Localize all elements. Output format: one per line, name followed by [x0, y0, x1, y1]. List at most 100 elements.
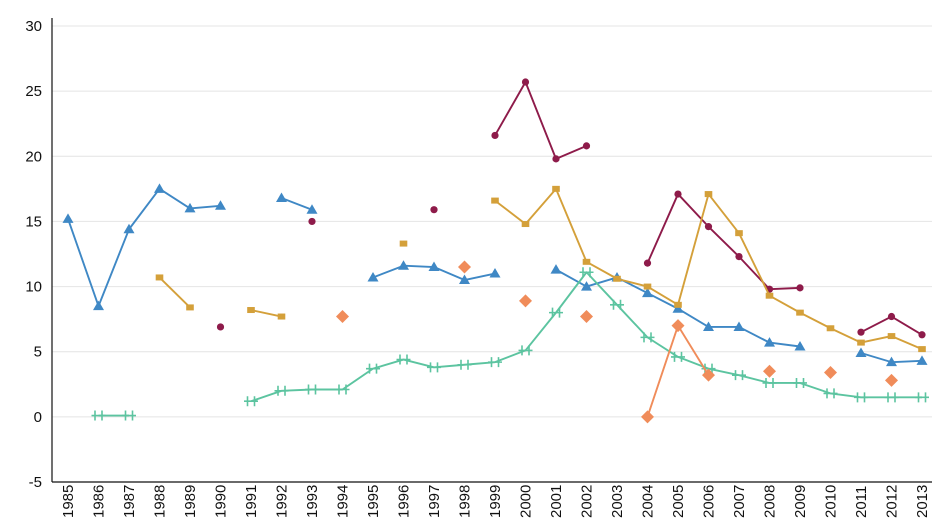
data-point — [430, 206, 438, 214]
data-point — [643, 283, 652, 290]
data-point — [336, 310, 349, 324]
data-point — [674, 190, 682, 198]
data-point — [704, 223, 713, 231]
series-line — [250, 309, 282, 318]
data-point — [857, 328, 865, 336]
data-point — [823, 388, 838, 399]
x-tick-label: 2000 — [518, 485, 535, 518]
data-point — [335, 384, 350, 395]
data-point — [459, 274, 470, 285]
x-tick-label: 2001 — [548, 485, 565, 518]
data-point — [886, 356, 897, 367]
y-tick-label: 10 — [25, 279, 42, 296]
data-point — [184, 202, 196, 213]
data-point — [62, 213, 74, 223]
data-point — [519, 294, 532, 308]
data-point — [247, 307, 255, 314]
y-tick-label: 15 — [25, 213, 42, 230]
data-point — [91, 410, 106, 421]
data-point — [399, 240, 408, 247]
x-tick-label: 2013 — [914, 485, 931, 518]
x-tick-label: 2010 — [823, 485, 840, 518]
data-point — [826, 325, 835, 332]
x-tick-label: 1995 — [365, 485, 382, 518]
x-tick-label: 1996 — [396, 485, 413, 518]
data-point — [916, 355, 928, 365]
data-point — [518, 345, 533, 356]
data-point — [762, 377, 777, 388]
data-point — [915, 392, 929, 403]
x-tick-label: 2005 — [670, 485, 687, 518]
y-tick-label: -5 — [29, 474, 42, 491]
y-tick-label: 0 — [34, 409, 42, 426]
x-tick-label: 1993 — [304, 485, 321, 518]
x-tick-label: 2003 — [609, 485, 626, 518]
data-point — [671, 351, 685, 362]
data-point — [579, 267, 594, 278]
data-point — [704, 191, 713, 198]
data-point — [640, 332, 655, 343]
x-tick-label: 1988 — [152, 485, 169, 518]
data-point — [884, 392, 899, 403]
data-point — [641, 410, 654, 424]
data-point — [154, 183, 165, 193]
x-tick-label: 2004 — [640, 485, 657, 518]
data-point — [824, 366, 837, 380]
data-point — [396, 354, 411, 365]
y-tick-label: 30 — [25, 18, 42, 35]
x-tick-label: 2007 — [731, 485, 748, 518]
data-point — [215, 200, 226, 210]
data-point — [521, 78, 530, 86]
x-tick-label: 2006 — [701, 485, 718, 518]
data-point — [918, 346, 926, 353]
data-point — [186, 304, 194, 311]
series-line — [646, 193, 801, 291]
series-line — [250, 271, 922, 403]
data-point — [671, 319, 685, 333]
data-point — [703, 321, 714, 331]
series-line — [494, 81, 587, 160]
data-point — [643, 259, 652, 267]
y-axis-ticks: -5 0 5 10 15 20 25 30 — [25, 18, 42, 491]
x-tick-label: 1991 — [243, 485, 260, 518]
x-tick-label: 2002 — [579, 485, 596, 518]
x-tick-label: 2011 — [853, 486, 870, 518]
x-tick-label: 1985 — [60, 485, 77, 518]
data-point — [216, 323, 225, 331]
data-point — [613, 275, 621, 282]
data-point — [550, 264, 562, 274]
data-point — [122, 410, 136, 421]
data-point — [672, 303, 684, 313]
data-point — [674, 301, 682, 308]
x-tick-label: 1992 — [274, 485, 291, 518]
data-point — [642, 287, 653, 298]
series-line — [158, 276, 191, 309]
data-point — [552, 155, 560, 163]
data-point — [367, 271, 379, 282]
series-2 — [62, 183, 928, 367]
data-point — [763, 364, 776, 378]
data-point — [489, 268, 501, 278]
data-point — [308, 217, 316, 226]
x-axis-ticks: 1985 1986 1987 1988 1989 1990 1991 1992 1993 1994… — [60, 485, 931, 518]
x-tick-label: 1990 — [213, 485, 230, 518]
data-point — [918, 331, 926, 339]
data-point — [796, 284, 804, 292]
data-point — [155, 274, 164, 281]
x-tick-label: 1999 — [487, 485, 504, 518]
data-point — [857, 339, 865, 346]
data-point — [796, 309, 804, 316]
y-tick-label: 5 — [34, 344, 42, 361]
grid-layer — [52, 25, 932, 483]
data-point — [488, 357, 502, 368]
data-point — [702, 368, 715, 382]
y-tick-label: 20 — [25, 148, 42, 165]
data-point — [521, 221, 530, 228]
series-layer — [62, 78, 929, 424]
data-point — [733, 321, 745, 331]
data-point — [887, 333, 896, 340]
data-point — [765, 292, 774, 299]
data-point — [764, 337, 775, 347]
series-4 — [91, 267, 929, 421]
data-point — [855, 347, 867, 358]
